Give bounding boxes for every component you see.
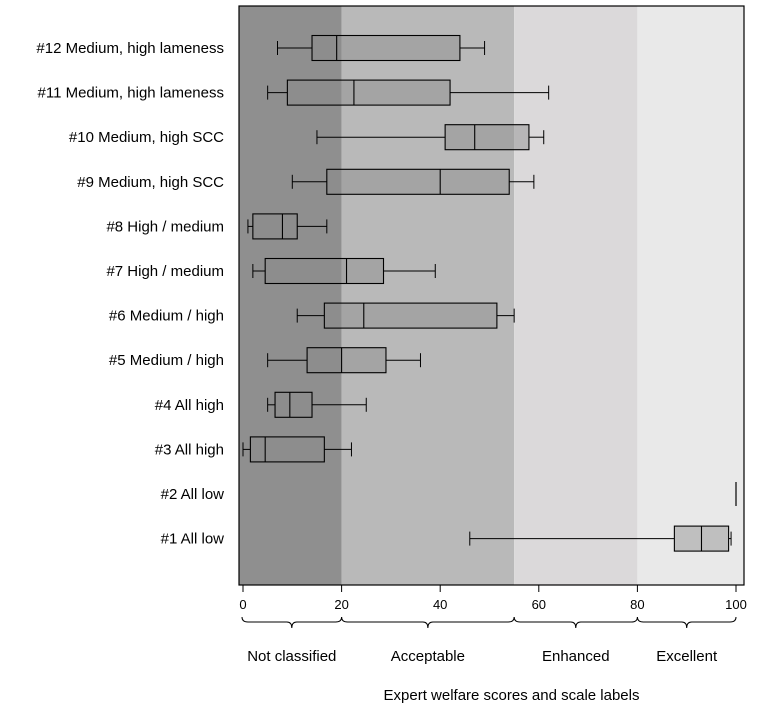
box-row-7 bbox=[296, 302, 515, 329]
band-not-classified bbox=[239, 6, 342, 585]
brace bbox=[241, 616, 343, 629]
category-labels: #12 Medium, high lameness #11 Medium, hig… bbox=[36, 40, 224, 548]
brace bbox=[341, 616, 515, 629]
brace bbox=[636, 616, 737, 629]
category-label: #2 All low bbox=[161, 486, 225, 503]
category-label: #4 All high bbox=[155, 397, 224, 414]
plot-frame bbox=[238, 5, 745, 586]
band-enhanced bbox=[514, 6, 638, 585]
box-plots bbox=[242, 34, 737, 552]
box-row-10 bbox=[242, 436, 352, 463]
box-row-6 bbox=[252, 257, 436, 285]
band-label: Not classified bbox=[247, 648, 336, 665]
x-axis-title: Expert welfare scores and scale labels bbox=[384, 687, 640, 704]
category-label: #6 Medium / high bbox=[109, 308, 224, 325]
box-row-2 bbox=[267, 79, 550, 106]
box-row-8 bbox=[267, 347, 421, 374]
band-braces: Not classified Acceptable Enhanced Excellen… bbox=[241, 616, 737, 665]
band-label: Excellent bbox=[656, 648, 718, 665]
category-label: #3 All high bbox=[155, 441, 224, 458]
score-bands bbox=[239, 6, 744, 585]
band-excellent bbox=[637, 6, 744, 585]
iqr-box bbox=[264, 257, 385, 285]
category-label: #5 Medium / high bbox=[109, 352, 224, 369]
category-label: #12 Medium, high lameness bbox=[36, 40, 224, 57]
x-tick-label: 80 bbox=[630, 597, 644, 612]
x-axis: 0 20 40 60 80 100 bbox=[239, 585, 747, 612]
iqr-box bbox=[274, 391, 313, 418]
category-label: #7 High / medium bbox=[106, 263, 224, 280]
x-tick-label: 40 bbox=[433, 597, 447, 612]
box-row-5 bbox=[247, 213, 328, 240]
iqr-box bbox=[311, 34, 461, 62]
category-label: #11 Medium, high lameness bbox=[38, 85, 225, 102]
x-tick-label: 60 bbox=[532, 597, 546, 612]
iqr-box bbox=[286, 79, 451, 106]
brace bbox=[513, 616, 638, 629]
iqr-box bbox=[444, 124, 530, 151]
category-label: #8 High / medium bbox=[106, 218, 224, 235]
category-label: #10 Medium, high SCC bbox=[69, 129, 224, 146]
box-row-9 bbox=[267, 391, 367, 418]
band-acceptable bbox=[341, 6, 515, 585]
x-tick-label: 20 bbox=[334, 597, 348, 612]
iqr-box bbox=[252, 213, 298, 240]
category-label: #9 Medium, high SCC bbox=[77, 174, 224, 191]
box-row-4 bbox=[291, 168, 535, 195]
band-label: Enhanced bbox=[542, 648, 610, 665]
box-row-1 bbox=[277, 34, 486, 62]
x-tick-label: 0 bbox=[239, 597, 246, 612]
box-row-3 bbox=[316, 124, 545, 151]
x-tick-label: 100 bbox=[725, 597, 747, 612]
iqr-box bbox=[306, 347, 387, 374]
box-row-12 bbox=[469, 525, 732, 552]
iqr-box bbox=[323, 302, 498, 329]
category-label: #1 All low bbox=[161, 531, 225, 548]
iqr-box bbox=[326, 168, 510, 195]
band-label: Acceptable bbox=[391, 648, 465, 665]
iqr-box bbox=[249, 436, 325, 463]
